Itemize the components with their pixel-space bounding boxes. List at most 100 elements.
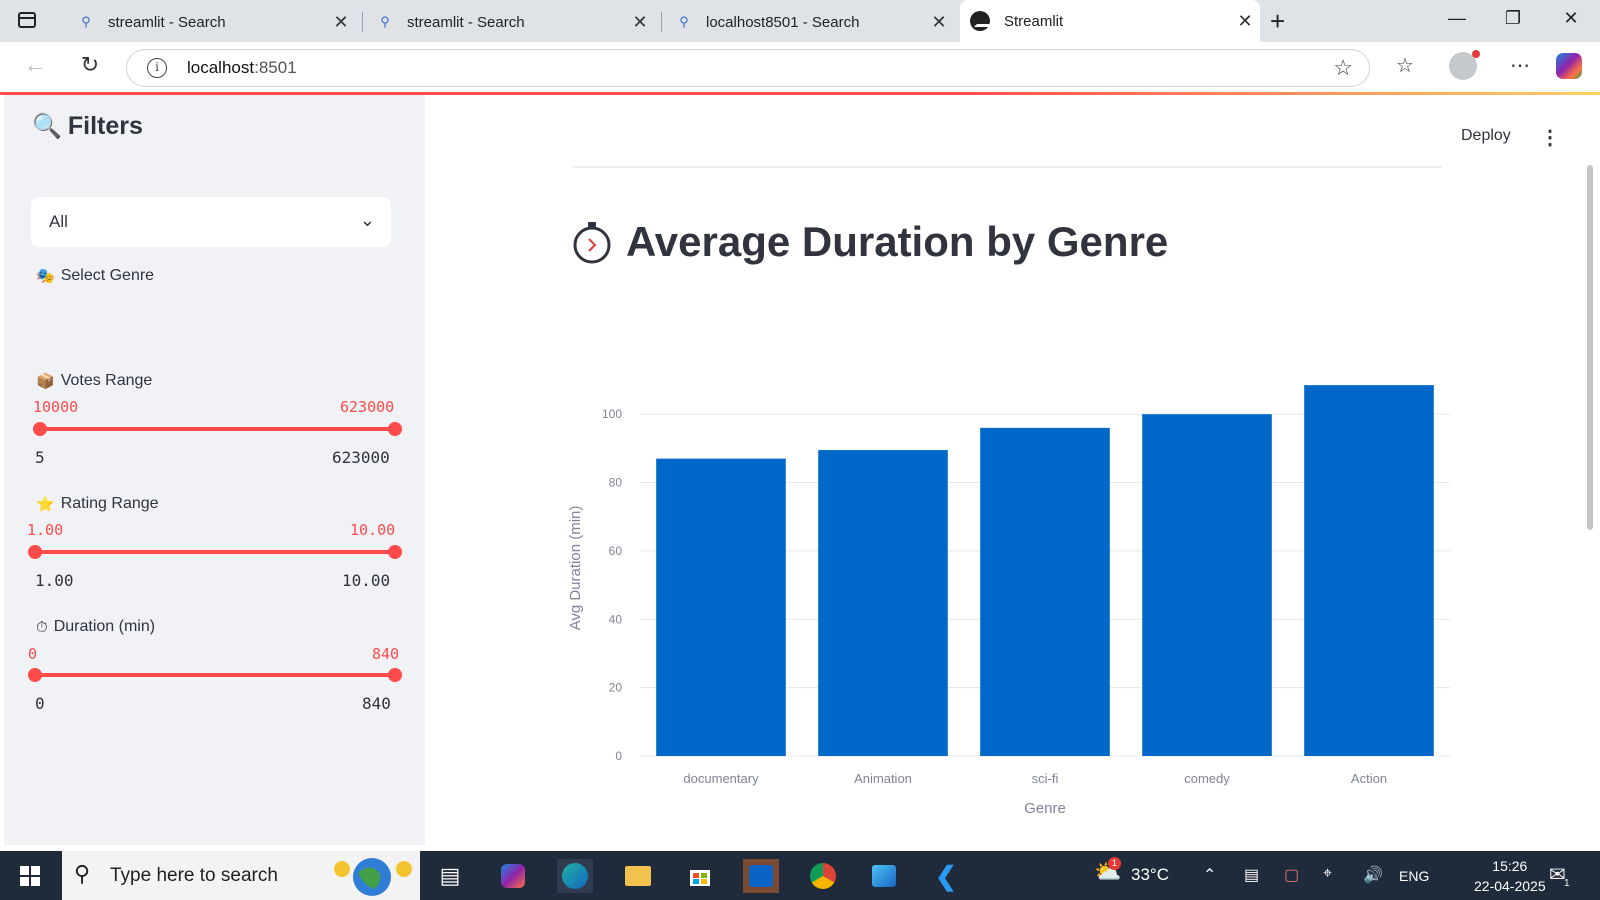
site-info-icon[interactable]: i xyxy=(147,58,167,78)
weather-temp[interactable]: 33°C xyxy=(1131,865,1169,884)
url-port: :8501 xyxy=(254,58,297,77)
vscode-icon[interactable]: ❮ xyxy=(935,860,957,891)
duration-slider-high-thumb[interactable] xyxy=(388,668,402,682)
notification-count: 1 xyxy=(1564,878,1570,889)
globe-decoration-icon xyxy=(334,858,412,896)
rating-slider-low-thumb[interactable] xyxy=(28,545,42,559)
close-icon[interactable]: ✕ xyxy=(931,11,947,32)
duration-label-text: Duration (min) xyxy=(53,618,156,635)
close-window-button[interactable]: ✕ xyxy=(1563,8,1579,28)
magnifier-icon: 🔍 xyxy=(32,113,62,140)
votes-slider-high-thumb[interactable] xyxy=(388,422,402,436)
clock-time: 15:26 xyxy=(1492,858,1528,874)
y-tick-label: 20 xyxy=(609,681,623,695)
x-axis-label: Genre xyxy=(1024,800,1066,817)
back-button[interactable]: ← xyxy=(24,52,46,77)
close-icon[interactable]: ✕ xyxy=(1237,10,1253,31)
x-tick-label: Animation xyxy=(854,771,912,786)
copilot-icon[interactable] xyxy=(1556,53,1582,79)
bar xyxy=(818,450,948,756)
votes-label: 📦 Votes Range xyxy=(36,372,152,390)
y-axis-label: Avg Duration (min) xyxy=(567,506,584,631)
notification-icon[interactable]: ✉ xyxy=(1549,864,1566,886)
address-bar[interactable]: i localhost:8501 ☆ xyxy=(126,49,1370,87)
search-icon: ⚲ xyxy=(380,14,390,29)
store-icon[interactable] xyxy=(682,859,718,893)
tab-actions-icon[interactable] xyxy=(18,12,36,28)
file-explorer-icon[interactable] xyxy=(620,859,656,893)
meet-now-icon[interactable]: ▤ xyxy=(1244,867,1260,884)
x-tick-label: sci-fi xyxy=(1032,771,1059,786)
tab-strip: ⚲ streamlit - Search ✕ ⚲ streamlit - Sea… xyxy=(0,0,1600,42)
language-indicator[interactable]: ENG xyxy=(1399,868,1430,884)
reload-button[interactable]: ↻ xyxy=(80,52,100,77)
box-icon: 📦 xyxy=(36,373,55,390)
app-decoration-bar xyxy=(0,92,1600,95)
browser-toolbar: ← ↻ i localhost:8501 ☆ ☆ ⋯ xyxy=(0,42,1600,92)
taskbar-search[interactable]: ⚲ Type here to search xyxy=(62,851,420,900)
volume-icon[interactable]: 🔊 xyxy=(1363,867,1383,884)
copilot-taskbar-icon[interactable] xyxy=(495,859,531,893)
tab-separator xyxy=(362,12,363,32)
tab-label: streamlit - Search xyxy=(108,13,226,31)
scrollbar[interactable] xyxy=(1587,165,1593,530)
rating-slider-high-thumb[interactable] xyxy=(388,545,402,559)
genre-label: 🎭 Select Genre xyxy=(36,267,154,285)
tab-streamlit[interactable]: Streamlit ✕ xyxy=(960,0,1260,42)
tab-streamlit-search-1[interactable]: ⚲ streamlit - Search ✕ xyxy=(66,6,356,38)
duration-max-label: 840 xyxy=(362,694,391,713)
new-tab-button[interactable]: + xyxy=(1270,6,1286,36)
windows-start-icon[interactable] xyxy=(12,859,48,893)
network-icon[interactable]: ⌖ xyxy=(1323,865,1333,882)
favorite-star-icon[interactable]: ☆ xyxy=(1333,55,1353,80)
photos-icon[interactable] xyxy=(866,859,902,893)
search-icon: ⚲ xyxy=(81,14,91,29)
close-icon[interactable]: ✕ xyxy=(333,11,349,32)
battery-icon[interactable]: ▢ xyxy=(1284,867,1300,884)
outlook-icon[interactable] xyxy=(743,859,779,893)
url-host: localhost xyxy=(187,58,255,77)
close-icon[interactable]: ✕ xyxy=(632,11,648,32)
y-tick-label: 0 xyxy=(615,749,622,763)
main-menu-icon[interactable]: ⋮ xyxy=(1540,127,1560,149)
rating-slider-track[interactable] xyxy=(35,550,395,554)
taskbar: ⚲ Type here to search ▤ ❮ ⛅ 1 33°C ⌃ ▤ ▢… xyxy=(0,851,1600,900)
restore-button[interactable]: ❐ xyxy=(1504,8,1522,28)
genre-select[interactable]: All ⌄ xyxy=(31,197,391,247)
duration-slider-track[interactable] xyxy=(35,673,395,677)
chevron-up-icon[interactable]: ⌃ xyxy=(1203,867,1217,884)
votes-slider-track[interactable] xyxy=(40,427,395,431)
tab-localhost-search[interactable]: ⚲ localhost8501 - Search ✕ xyxy=(664,6,954,38)
duration-slider-low-thumb[interactable] xyxy=(28,668,42,682)
y-tick-label: 80 xyxy=(609,476,623,490)
votes-label-text: Votes Range xyxy=(60,372,153,389)
search-icon: ⚲ xyxy=(74,861,91,886)
duration-min-label: 0 xyxy=(35,694,45,713)
bar xyxy=(980,427,1110,756)
bar xyxy=(656,458,786,756)
x-tick-label: documentary xyxy=(683,771,759,786)
rating-max-label: 10.00 xyxy=(342,571,391,590)
chrome-icon[interactable] xyxy=(805,859,841,893)
sidebar-title-text: Filters xyxy=(67,112,143,140)
clock[interactable]: 15:26 22-04-2025 xyxy=(1474,856,1546,896)
task-view-icon[interactable]: ▤ xyxy=(439,863,461,888)
rating-label: ⭐ Rating Range xyxy=(36,495,159,513)
url-text: localhost:8501 xyxy=(187,58,297,78)
rating-high-value: 10.00 xyxy=(350,521,396,539)
divider xyxy=(572,166,1442,168)
rating-low-value: 1.00 xyxy=(27,521,64,539)
tab-streamlit-search-2[interactable]: ⚲ streamlit - Search ✕ xyxy=(365,6,655,38)
masks-icon: 🎭 xyxy=(36,268,55,285)
profile-avatar[interactable] xyxy=(1449,50,1480,80)
star-icon: ⭐ xyxy=(36,496,55,513)
taskbar-search-placeholder: Type here to search xyxy=(110,865,278,886)
deploy-button[interactable]: Deploy xyxy=(1461,127,1511,144)
more-options-icon[interactable]: ⋯ xyxy=(1510,55,1530,77)
streamlit-logo-icon xyxy=(970,11,992,31)
favorites-icon[interactable]: ☆ xyxy=(1396,55,1414,77)
edge-icon[interactable] xyxy=(557,859,593,893)
minimize-button[interactable]: — xyxy=(1448,8,1466,28)
votes-slider-low-thumb[interactable] xyxy=(33,422,47,436)
votes-max-label: 623000 xyxy=(332,448,390,467)
